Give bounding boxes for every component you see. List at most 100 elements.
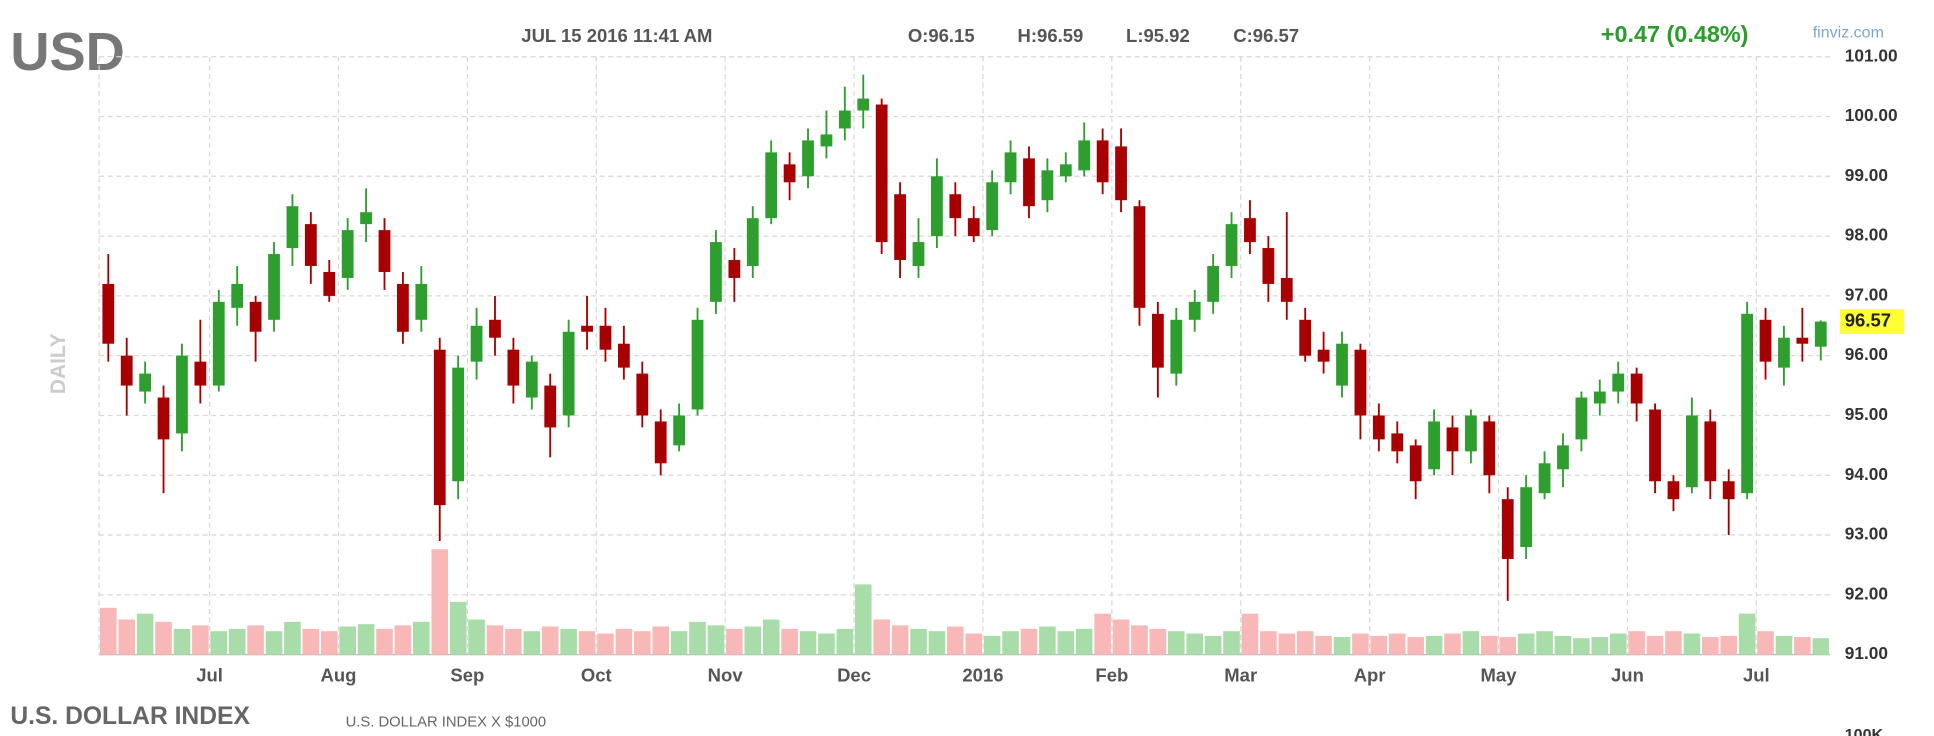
x-tick-label: Oct <box>581 665 612 686</box>
volume-bar <box>1665 631 1682 655</box>
x-tick-label: Jul <box>1743 665 1770 686</box>
candle-body <box>1796 337 1809 344</box>
volume-bar <box>560 628 577 655</box>
candle-body <box>931 176 943 237</box>
x-tick-label: Apr <box>1354 665 1386 686</box>
candle-body <box>1372 415 1385 440</box>
volume-bar <box>320 631 338 655</box>
volume-bar <box>1278 633 1296 655</box>
volume-bar <box>1186 633 1203 655</box>
candle-body <box>194 361 207 386</box>
candle-body <box>636 373 649 416</box>
candle-body <box>949 194 962 219</box>
volume-bar <box>118 619 135 655</box>
candle-body <box>1722 481 1735 500</box>
volume-bar <box>100 607 117 655</box>
candle-body <box>231 283 244 308</box>
volume-bar <box>670 631 688 655</box>
candle-body <box>1391 433 1404 452</box>
volume-bar <box>265 631 283 655</box>
candle-body <box>562 331 575 416</box>
y-tick-label: 96.00 <box>1845 344 1888 364</box>
volume-bar <box>1075 628 1093 655</box>
x-tick-label: Nov <box>708 665 744 686</box>
volume-bar <box>376 628 393 655</box>
candle-body <box>1004 152 1017 183</box>
candle-body <box>802 140 814 177</box>
candle-body <box>249 301 262 332</box>
y-tick-label: 95.00 <box>1845 404 1888 424</box>
y-tick-label: 91.00 <box>1845 643 1888 663</box>
candle-body <box>1465 415 1477 452</box>
x-tick-label: Jun <box>1611 665 1644 686</box>
candle-body <box>1115 146 1127 201</box>
source[interactable]: finviz.com <box>1813 24 1884 42</box>
volume-bar <box>1112 619 1130 655</box>
volume-bar <box>1628 631 1645 655</box>
volume-bar <box>947 626 964 655</box>
volume-bar <box>468 619 485 655</box>
volume-bar <box>431 549 449 655</box>
x-tick-label: Jul <box>196 665 223 686</box>
candle-body <box>1225 224 1238 266</box>
last-price-box <box>1839 309 1904 334</box>
candle-body <box>967 218 980 237</box>
candle-body <box>1483 421 1496 476</box>
candle-body <box>1336 343 1348 386</box>
volume-bar <box>192 625 209 655</box>
candle-body <box>323 271 336 296</box>
index-name: U.S. DOLLAR INDEX <box>10 703 250 730</box>
volume-bar <box>578 631 596 655</box>
y-tick-label: 92.00 <box>1845 583 1888 603</box>
candle-body <box>1428 421 1440 470</box>
y-tick-label: 98.00 <box>1845 225 1888 245</box>
candle-body <box>1188 301 1201 320</box>
open-text: O:96.15 <box>908 25 975 46</box>
candle-body <box>1741 313 1754 494</box>
volume-bar <box>1352 633 1369 655</box>
volume-bar <box>634 631 651 655</box>
volume-bar <box>818 633 835 655</box>
volume-bar <box>1757 631 1774 655</box>
candle-body <box>1520 487 1533 548</box>
period: DAILY <box>47 333 70 394</box>
volume-bar <box>1057 631 1075 655</box>
candle-body <box>360 212 372 225</box>
candle-body <box>617 343 630 368</box>
volume-bar <box>615 628 633 655</box>
volume-bar <box>1775 635 1793 655</box>
volume-bar <box>302 628 320 655</box>
candle-body <box>894 194 906 261</box>
volume-bar <box>781 628 798 655</box>
candle-body <box>507 349 520 386</box>
candle-body <box>1630 373 1643 404</box>
volume-bar <box>541 626 559 655</box>
candle-body <box>654 421 667 464</box>
candle-body <box>452 367 465 482</box>
volume-bar <box>1591 637 1609 655</box>
last-price-label: 96.57 <box>1845 309 1891 330</box>
x-tick-label: Aug <box>320 665 356 686</box>
volume-bar <box>597 633 614 655</box>
volume-bar <box>228 628 246 655</box>
candle-body <box>875 104 888 243</box>
volume-bar <box>1204 635 1222 655</box>
volume-bar <box>210 631 228 655</box>
volume-bar <box>1481 635 1498 655</box>
volume-bar <box>1499 637 1517 655</box>
volume-bar <box>1168 631 1185 655</box>
candle-body <box>1538 463 1551 494</box>
volume-bar <box>1020 628 1038 655</box>
volume-bar <box>1536 631 1553 655</box>
volume-bar <box>891 625 909 655</box>
candle-body <box>1207 265 1220 302</box>
y-tick-label: 99.00 <box>1845 165 1888 185</box>
candle-body <box>470 325 483 362</box>
volume-bar <box>1131 625 1148 655</box>
candle-body <box>1557 445 1569 470</box>
volume-bar <box>413 621 430 655</box>
volume-bar <box>1425 635 1443 655</box>
volume-bar <box>873 619 890 655</box>
candle-body <box>691 319 704 410</box>
